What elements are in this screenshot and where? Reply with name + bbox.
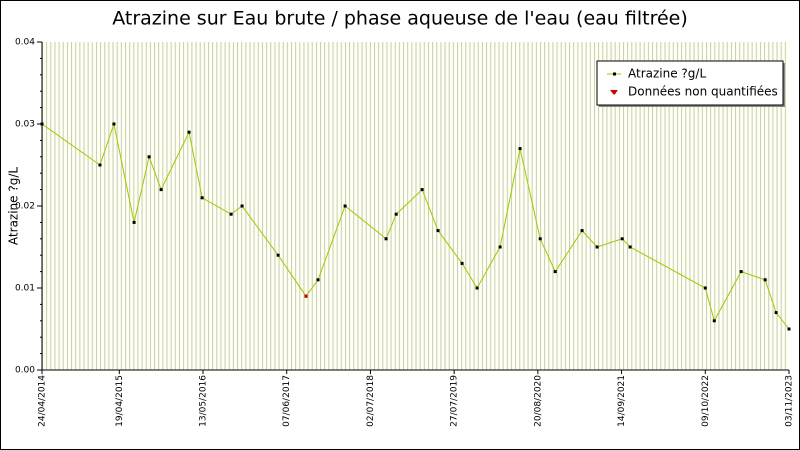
data-point (147, 155, 151, 159)
data-point (394, 212, 398, 216)
y-tick-label: 0.04 (15, 38, 35, 48)
data-point (304, 294, 308, 298)
data-point (159, 188, 163, 192)
data-point (553, 270, 557, 274)
data-point (739, 270, 743, 274)
y-tick-label: 0.03 (15, 120, 35, 130)
y-tick-label: 0.01 (15, 284, 35, 294)
data-point (774, 311, 778, 315)
x-tick-label: 09/10/2022 (701, 375, 711, 427)
data-point (343, 204, 347, 208)
series-line (41, 122, 790, 330)
data-point (580, 229, 584, 233)
legend-box (596, 60, 784, 106)
y-tick-label: 0.00 (15, 366, 35, 376)
data-point (518, 147, 522, 151)
x-tick-label: 03/11/2023 (785, 375, 795, 427)
data-point (712, 319, 716, 323)
data-point (132, 220, 136, 224)
x-tick-label: 27/07/2019 (450, 375, 460, 427)
x-tick-label: 14/09/2021 (617, 375, 627, 427)
data-point (420, 188, 424, 192)
y-tick-label: 0.02 (15, 202, 35, 212)
data-point (460, 261, 464, 265)
data-point (187, 130, 191, 134)
data-point (98, 163, 102, 167)
data-point (384, 237, 388, 241)
data-point (200, 196, 204, 200)
legend-label: Données non quantifiées (628, 85, 778, 99)
legend-marker (613, 90, 616, 94)
legend-label: Atrazine ?g/L (628, 67, 706, 81)
data-point (240, 204, 244, 208)
x-tick-label: 19/04/2015 (115, 375, 125, 427)
legend: Atrazine ?g/L Données non quantifiées (596, 60, 785, 107)
data-point (595, 245, 599, 249)
data-point (436, 229, 440, 233)
x-tick-label: 02/07/2018 (366, 375, 376, 427)
data-point (763, 278, 767, 282)
x-tick-label: 07/06/2017 (282, 375, 292, 427)
data-point (229, 212, 233, 216)
y-axis-label: Atrazine ?g/L (7, 167, 21, 245)
chart-title: Atrazine sur Eau brute / phase aqueuse d… (112, 8, 688, 30)
x-tick-label: 24/04/2014 (38, 375, 48, 427)
data-point (787, 327, 791, 331)
x-tick-label: 13/05/2016 (198, 375, 208, 427)
data-point (316, 278, 320, 282)
data-point (475, 286, 479, 290)
data-point (628, 245, 632, 249)
data-point (276, 253, 280, 257)
x-tick-label: 20/08/2020 (533, 375, 543, 427)
data-point (703, 286, 707, 290)
data-point (498, 245, 502, 249)
data-point (112, 122, 116, 126)
data-point (620, 237, 624, 241)
legend-marker (613, 72, 616, 76)
data-point (538, 237, 542, 241)
